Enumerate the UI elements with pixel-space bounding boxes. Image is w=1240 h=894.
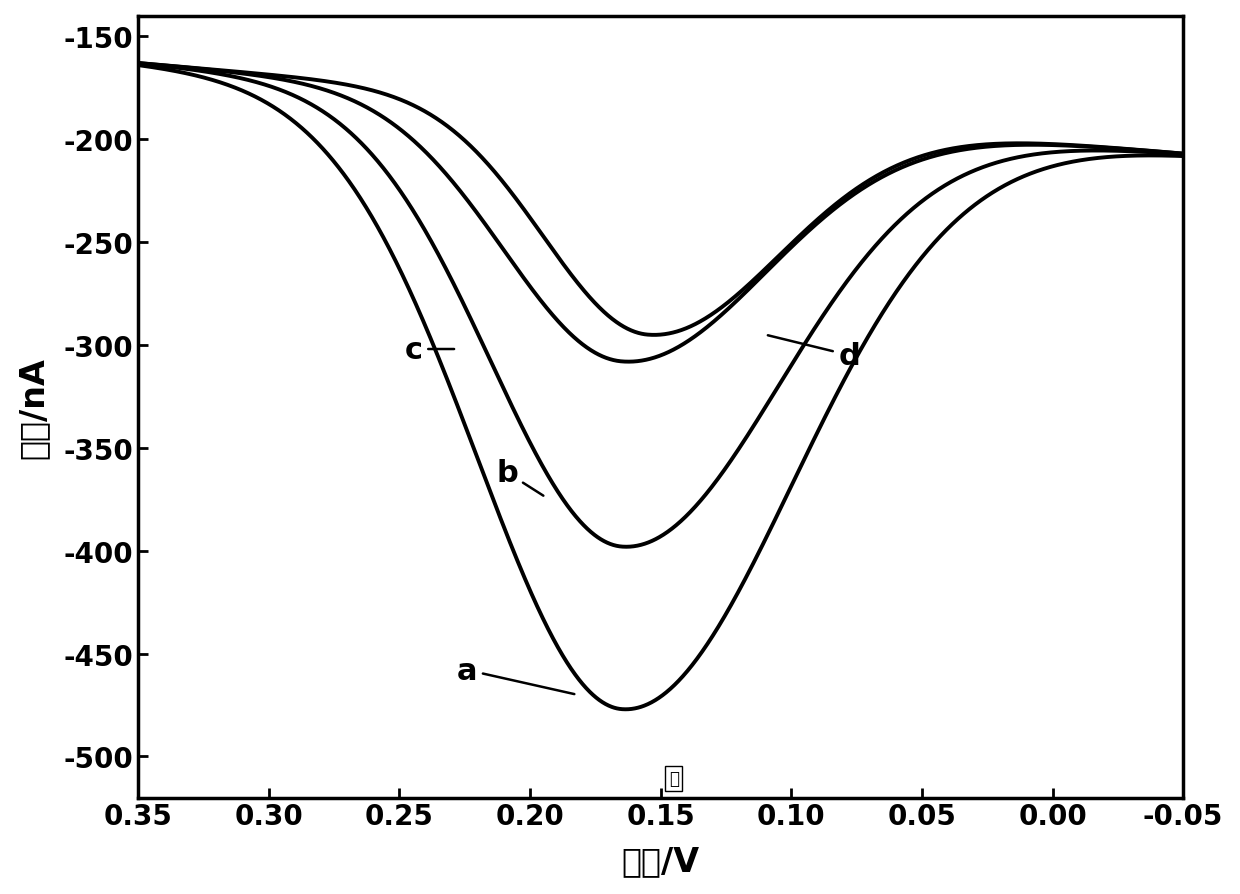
Text: d: d bbox=[768, 336, 861, 370]
Text: c: c bbox=[404, 335, 454, 364]
Text: a: a bbox=[456, 656, 574, 695]
Text: b: b bbox=[496, 459, 543, 496]
X-axis label: 电压/V: 电压/V bbox=[621, 845, 699, 877]
Y-axis label: 电流/nA: 电流/nA bbox=[16, 357, 50, 458]
Text: 图: 图 bbox=[668, 770, 678, 788]
